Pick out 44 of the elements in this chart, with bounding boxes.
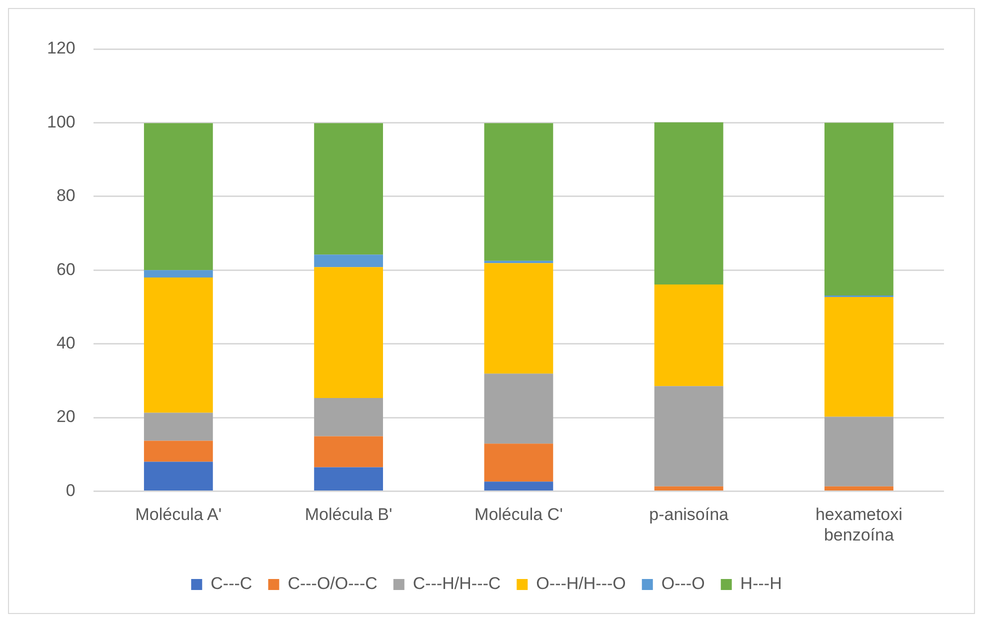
bar	[314, 467, 384, 490]
x-tick-label: hexametoxi benzoína	[815, 505, 902, 544]
bar	[144, 412, 213, 441]
bar	[144, 123, 213, 270]
bar	[314, 254, 384, 268]
bar	[484, 374, 554, 444]
bar	[314, 398, 384, 436]
x-tick-label: Molécula C'	[474, 505, 563, 524]
legend-label: H---H	[740, 574, 782, 594]
bar	[824, 122, 894, 296]
bar	[144, 462, 213, 490]
y-tick-label: 20	[56, 407, 76, 426]
bar	[654, 122, 724, 284]
x-tick-label: p-anisoína	[649, 505, 730, 524]
y-tick-label: 80	[56, 186, 76, 206]
y-tick-label: 120	[46, 38, 76, 58]
legend-label: C---C	[210, 574, 252, 594]
bar	[484, 260, 554, 264]
bar	[484, 482, 554, 490]
y-tick-label: 0	[66, 480, 76, 500]
legend-label: C---O/O---C	[288, 574, 378, 594]
bar	[824, 486, 894, 490]
bar	[144, 277, 213, 413]
bar	[144, 270, 213, 278]
bar	[484, 123, 554, 261]
bar	[654, 386, 724, 486]
legend-label: O---H/H---O	[536, 574, 626, 594]
bar	[484, 444, 554, 482]
x-tick-label: Molécula B'	[304, 505, 392, 524]
bar	[144, 440, 213, 462]
x-tick-label: Molécula A'	[135, 505, 222, 524]
bar	[654, 284, 724, 386]
bar	[314, 123, 384, 255]
bar	[824, 297, 894, 417]
y-tick-label: 60	[56, 260, 76, 279]
legend-label: O---O	[661, 574, 705, 594]
legend-label: C---H/H---C	[412, 574, 501, 594]
bar	[314, 436, 384, 468]
bar	[314, 267, 384, 398]
y-tick-label: 100	[46, 112, 76, 132]
bar	[654, 486, 724, 490]
y-tick-label: 40	[56, 333, 76, 352]
bar	[484, 263, 554, 374]
bar	[824, 416, 894, 486]
